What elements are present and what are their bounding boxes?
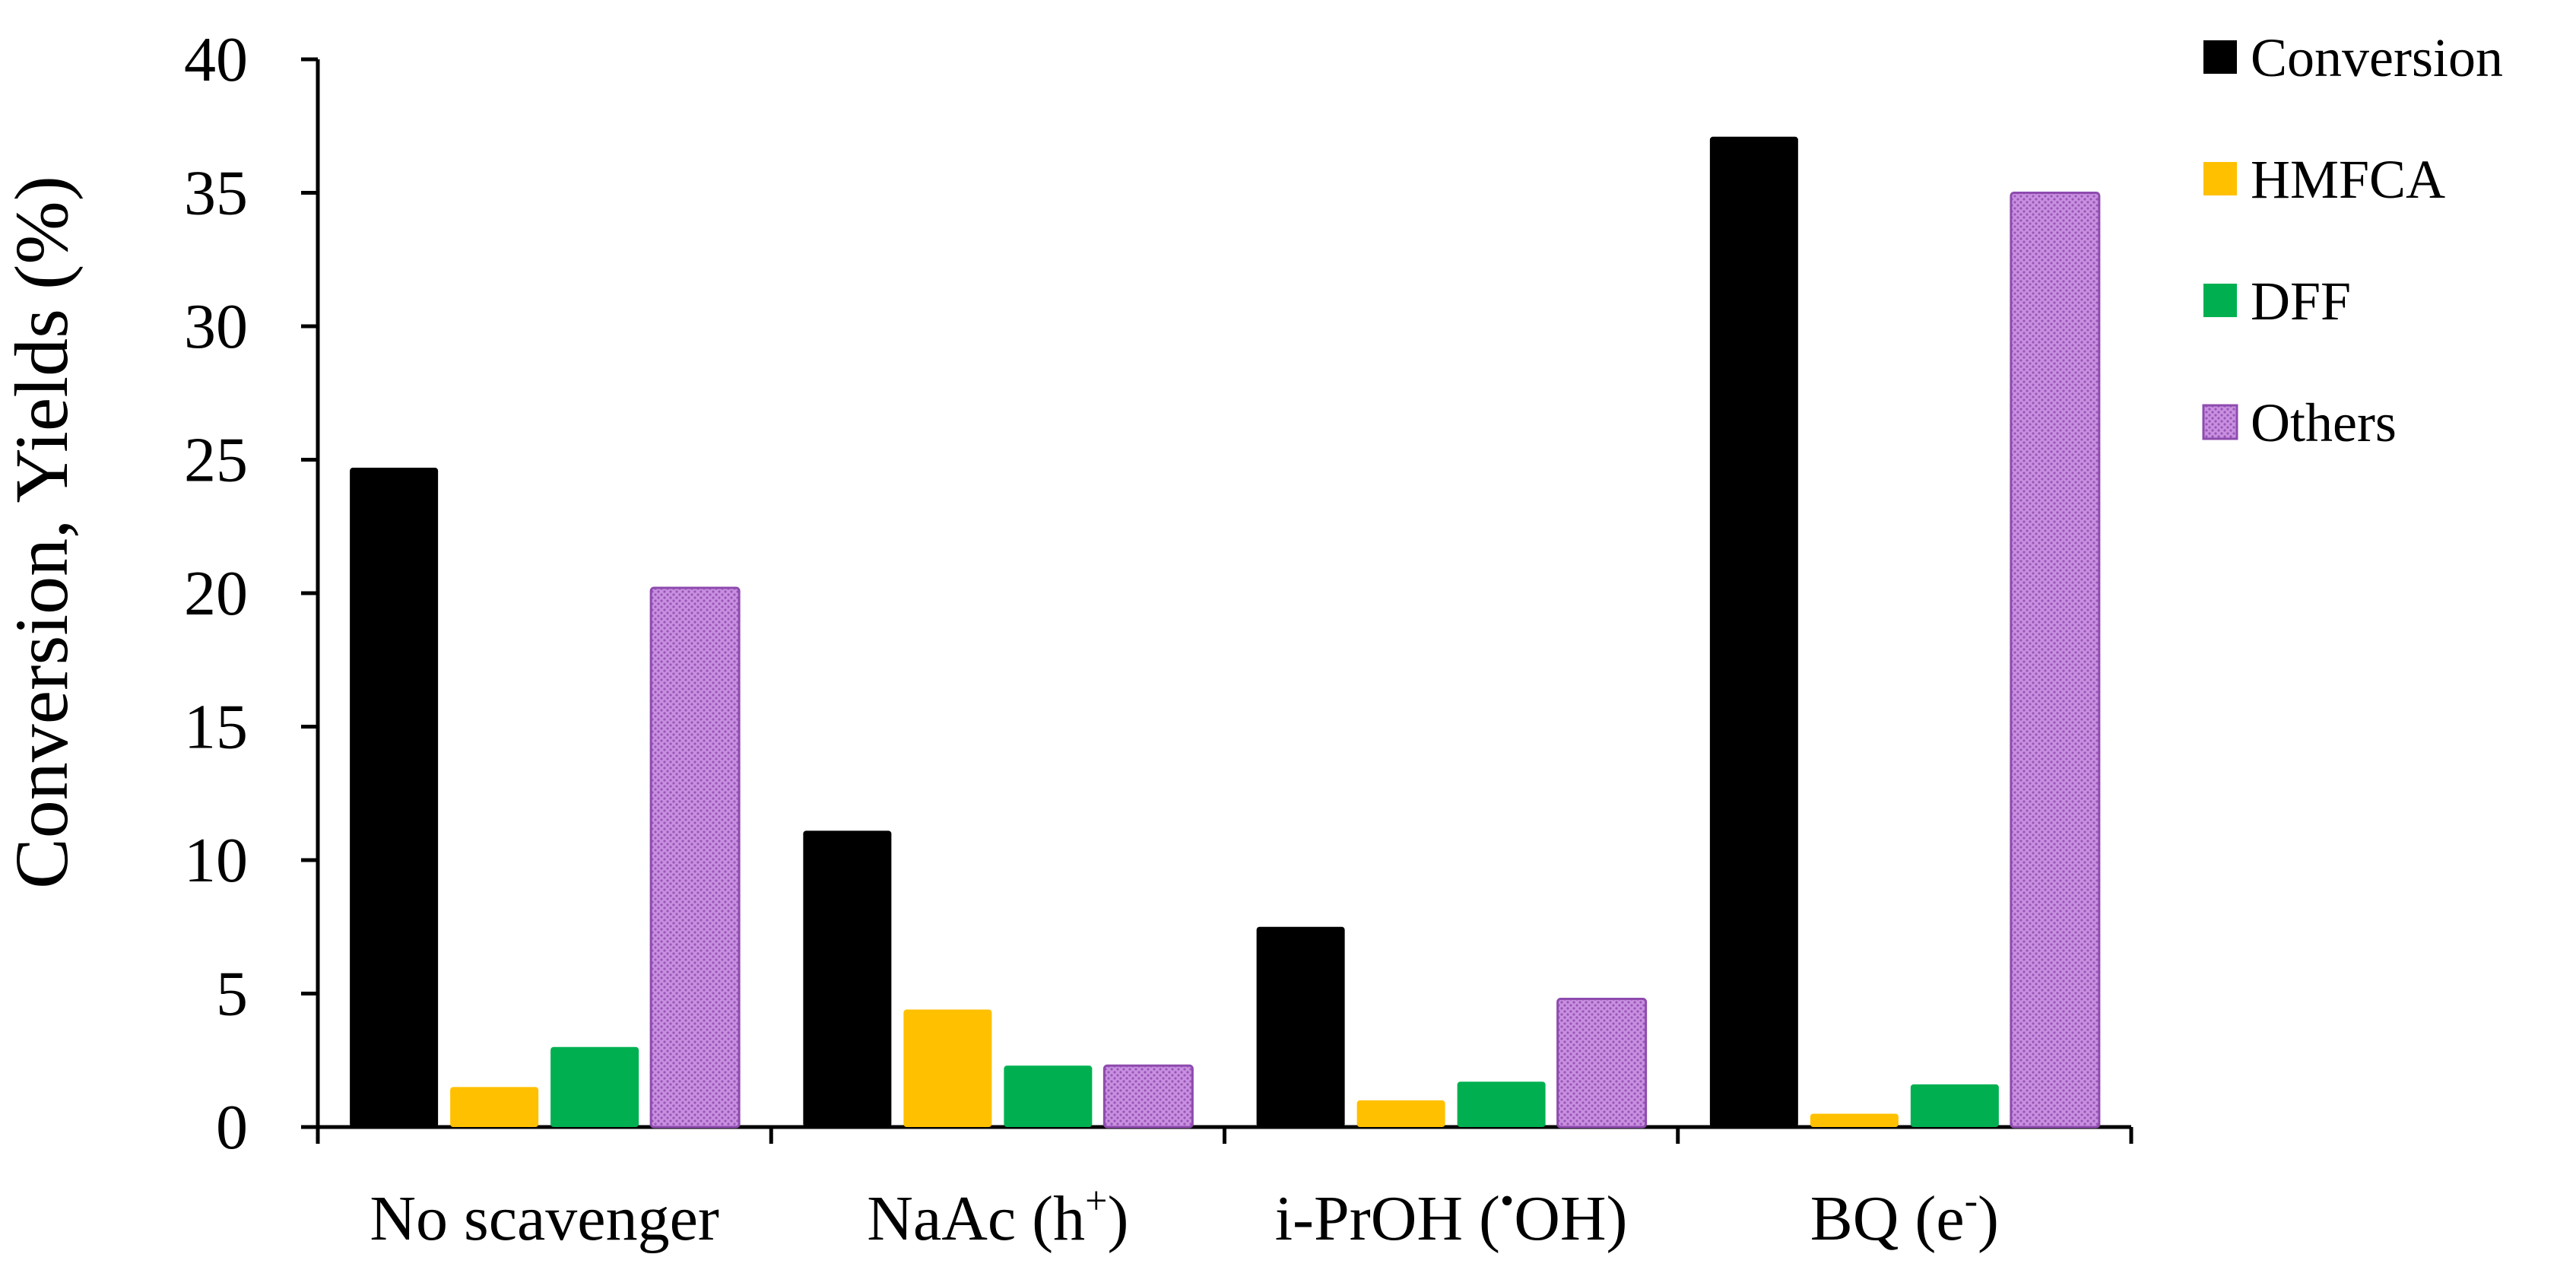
legend-label-dff: DFF xyxy=(2251,271,2351,332)
x-tick-label: NaAc (h+) xyxy=(867,1180,1128,1254)
bar-hmfca xyxy=(903,1009,992,1127)
y-tick-label: 0 xyxy=(216,1092,248,1163)
bars xyxy=(350,136,2101,1129)
x-tick-label-main: i-PrOH ( xyxy=(1275,1183,1500,1254)
bar-dff xyxy=(1004,1065,1093,1127)
legend-swatch-others xyxy=(2202,404,2238,440)
y-axis: 0 5 10 15 20 25 30 35 40 xyxy=(184,24,320,1163)
x-tick-label-main: NaAc (h xyxy=(867,1183,1085,1254)
bar-hmfca xyxy=(450,1087,539,1127)
legend-label-others: Others xyxy=(2251,392,2397,453)
x-tick-label-sup: • xyxy=(1500,1180,1514,1223)
legend-swatch-conversion xyxy=(2203,40,2237,74)
legend: Conversion HMFCA DFF Others xyxy=(2202,27,2503,453)
y-tick-label: 40 xyxy=(184,24,248,95)
x-tick-label: i-PrOH (•OH) xyxy=(1275,1180,1628,1254)
x-tick-label-main: No scavenger xyxy=(370,1183,719,1254)
y-tick-label: 35 xyxy=(184,158,248,229)
y-tick-label: 15 xyxy=(184,692,248,763)
bar-conversion xyxy=(350,468,439,1127)
bar-others xyxy=(1556,998,1648,1129)
bar-dff xyxy=(1457,1081,1546,1127)
x-tick-label-suffix: OH) xyxy=(1514,1183,1627,1254)
x-tick-label-suffix: ) xyxy=(1978,1183,1999,1254)
bar-others xyxy=(1102,1064,1194,1129)
y-tick-label: 10 xyxy=(184,825,248,896)
y-axis-title: Conversion, Yields (%) xyxy=(0,176,84,889)
bar-conversion xyxy=(1709,136,1798,1127)
y-tick-label: 30 xyxy=(184,291,248,362)
x-tick-label-sup: + xyxy=(1085,1180,1107,1223)
y-tick-label: 20 xyxy=(184,558,248,629)
x-axis: No scavenger NaAc (h+) i-PrOH (•OH) BQ (e-) xyxy=(316,1125,2133,1254)
bar-dff xyxy=(550,1046,639,1127)
y-tick-label: 5 xyxy=(216,959,248,1030)
x-tick-label: BQ (e-) xyxy=(1810,1180,1999,1254)
legend-swatch-hmfca xyxy=(2203,162,2237,195)
legend-label-hmfca: HMFCA xyxy=(2251,149,2445,210)
bar-others xyxy=(2010,192,2101,1129)
x-tick-label-suffix: ) xyxy=(1107,1183,1128,1254)
bar-dff xyxy=(1910,1084,1999,1127)
bar-hmfca xyxy=(1356,1100,1445,1127)
bar-others xyxy=(649,586,741,1129)
x-tick-label: No scavenger xyxy=(370,1183,719,1254)
bar-conversion xyxy=(803,830,892,1127)
bar-hmfca xyxy=(1810,1113,1899,1127)
legend-swatch-dff xyxy=(2203,284,2237,317)
x-tick-label-main: BQ (e xyxy=(1810,1183,1965,1254)
bar-conversion xyxy=(1256,926,1345,1127)
x-tick-label-sup: - xyxy=(1965,1180,1978,1223)
legend-label-conversion: Conversion xyxy=(2251,27,2503,88)
y-tick-label: 25 xyxy=(184,425,248,496)
